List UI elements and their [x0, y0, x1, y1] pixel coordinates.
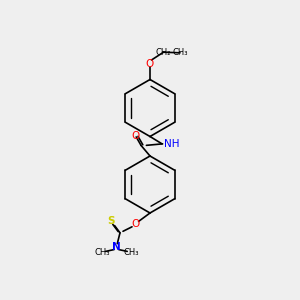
- Text: O: O: [131, 219, 140, 230]
- Text: CH₃: CH₃: [172, 48, 188, 57]
- Text: O: O: [131, 131, 140, 141]
- Text: O: O: [146, 58, 154, 69]
- Text: CH₂: CH₂: [156, 48, 171, 57]
- Text: CH₃: CH₃: [94, 248, 110, 257]
- Text: N: N: [112, 242, 121, 252]
- Text: CH₃: CH₃: [123, 248, 139, 257]
- Text: S: S: [107, 216, 115, 226]
- Text: NH: NH: [164, 139, 180, 149]
